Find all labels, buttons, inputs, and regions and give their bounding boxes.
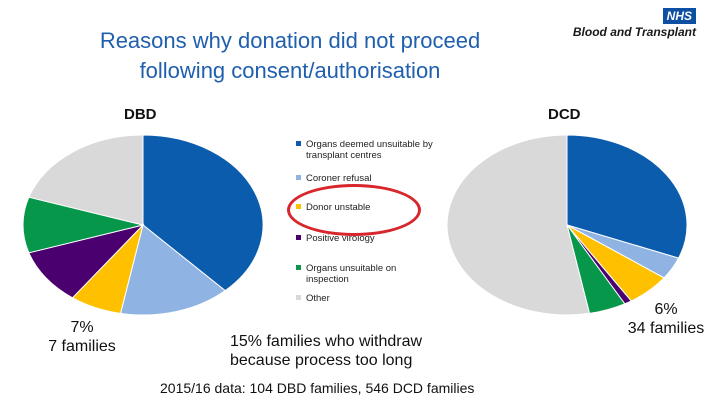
withdraw-annotation: 15% families who withdraw because proces…: [230, 332, 422, 370]
dcd-annotation-percent: 6%: [654, 301, 678, 318]
org-name: Blood and Transplant: [572, 25, 696, 39]
dbd-annotation-percent: 7%: [70, 319, 94, 336]
legend-swatch: [296, 141, 301, 146]
dbd-annotation-families: 7 families: [48, 338, 116, 355]
dcd-pie-chart: [446, 134, 688, 316]
footer-note: 2015/16 data: 104 DBD families, 546 DCD …: [160, 380, 475, 396]
legend-label: Other: [306, 293, 330, 304]
legend-label: Organs deemed unsuitable by transplant c…: [306, 139, 433, 161]
withdraw-annotation-line-1: 15% families who withdraw: [230, 333, 423, 350]
highlight-ring: [287, 184, 421, 236]
dcd-chart-title: DCD: [548, 106, 581, 123]
legend-label: Organs unsuitable on inspection: [306, 263, 397, 285]
dcd-annotation: 6% 34 families: [616, 300, 716, 338]
dcd-slice-1: [566, 134, 688, 259]
slide-title: Reasons why donation did not proceed fol…: [40, 26, 540, 86]
legend-label: Positive virology: [306, 233, 375, 244]
dbd-chart-title: DBD: [124, 106, 157, 123]
dbd-slice-5: [22, 196, 144, 254]
legend-swatch: [296, 175, 301, 180]
legend-swatch: [296, 295, 301, 300]
withdraw-annotation-line-2: because process too long: [230, 352, 413, 369]
dcd-annotation-families: 34 families: [627, 320, 705, 337]
dcd-slice-6: [446, 134, 591, 316]
nhsbt-logo: NHS Blood and Transplant: [546, 8, 706, 42]
dbd-annotation: 7% 7 families: [36, 318, 128, 356]
dbd-slice-1: [142, 134, 264, 292]
dbd-slice-4: [28, 224, 145, 299]
nhs-badge: NHS: [662, 8, 696, 24]
legend-swatch: [296, 235, 301, 240]
legend-label: Coroner refusal: [306, 173, 372, 184]
slide-title-line-2: following consent/authorisation: [139, 58, 441, 83]
dbd-slice-2: [119, 224, 226, 316]
slide-title-line-1: Reasons why donation did not proceed: [99, 28, 481, 53]
dbd-slice-6: [28, 134, 144, 226]
legend-swatch: [296, 265, 301, 270]
dbd-pie-chart: [22, 134, 264, 316]
